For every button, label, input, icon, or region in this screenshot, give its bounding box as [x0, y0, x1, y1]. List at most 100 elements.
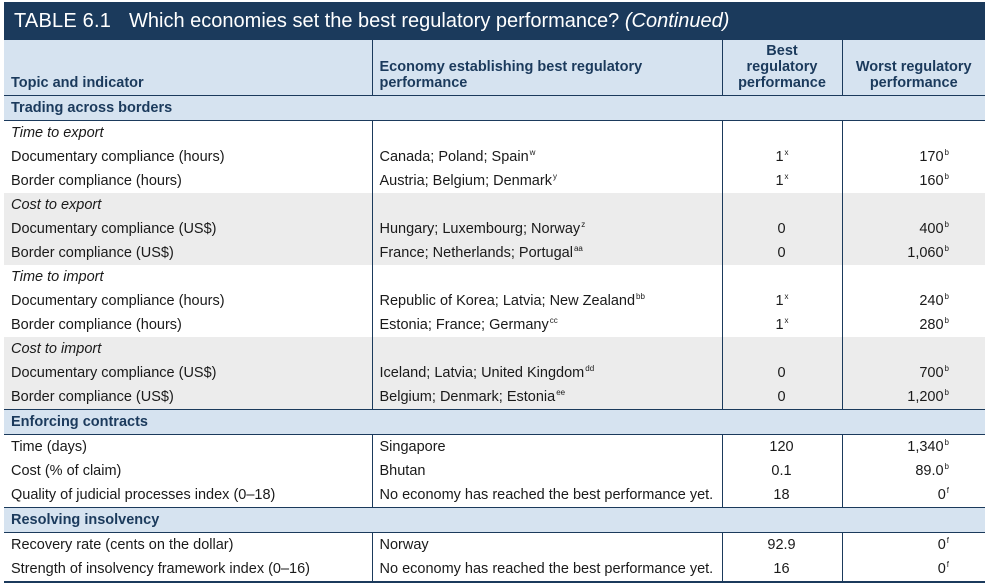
cell-topic-text: Documentary compliance (hours)	[11, 293, 225, 309]
cell-worst: 1,060b	[841, 241, 985, 265]
cell-topic-text: Cost to export	[11, 197, 102, 213]
cell-worst: 0f	[841, 532, 985, 557]
table-row: Cost to export	[4, 193, 985, 217]
cell-worst: 280b	[841, 313, 985, 337]
cell-worst: 700b	[841, 361, 985, 385]
cell-best-text: 92.9	[767, 537, 796, 553]
cell-worst	[841, 337, 985, 361]
footnote-marker: b	[944, 462, 949, 471]
cell-topic-text: Strength of insolvency framework index (…	[11, 561, 311, 577]
cell-economy: Republic of Korea; Latvia; New Zealandbb	[371, 289, 722, 313]
table-row: Documentary compliance (hours) Canada; Po…	[4, 145, 985, 169]
cell-best-text: 0	[777, 221, 786, 237]
table-container: TABLE 6.1 Which economies set the best r…	[4, 2, 985, 584]
cell-best-text: 1	[775, 149, 784, 165]
cell-economy	[371, 337, 722, 361]
table-row: Strength of insolvency framework index (…	[4, 557, 985, 583]
header-worst: Worst regulatory performance	[841, 40, 985, 96]
cell-best-text: 0	[777, 245, 786, 261]
cell-worst: 0f	[841, 557, 985, 583]
cell-worst	[841, 265, 985, 289]
header-topic: Topic and indicator	[4, 40, 372, 96]
cell-topic-text: Recovery rate (cents on the dollar)	[11, 537, 234, 553]
cell-best: 120	[721, 434, 842, 459]
cell-best: 0	[721, 217, 842, 241]
section-row-resolving: Resolving insolvency	[4, 507, 985, 533]
cell-worst	[841, 120, 985, 145]
table-row: Quality of judicial processes index (0–1…	[4, 483, 985, 508]
cell-worst	[841, 193, 985, 217]
footnote-marker: b	[944, 292, 949, 301]
footnote-marker: z	[581, 220, 586, 229]
cell-economy: Canada; Poland; Spainw	[371, 145, 722, 169]
cell-best: 1x	[721, 145, 842, 169]
header-economy: Economy establishing best regulatory per…	[371, 40, 722, 96]
footnote-marker: f	[946, 536, 949, 545]
table-title: Which economies set the best regulatory …	[129, 10, 729, 33]
cell-worst-text: 280	[919, 317, 944, 333]
cell-economy: Bhutan	[371, 459, 722, 483]
footnote-marker: f	[946, 486, 949, 495]
cell-worst-text: 1,200	[907, 389, 944, 405]
cell-economy-text: Estonia; France; Germany	[379, 317, 549, 333]
footnote-marker: x	[784, 316, 789, 325]
cell-best: 18	[721, 483, 842, 508]
cell-worst-text: 0	[937, 537, 946, 553]
cell-best-text: 1	[775, 173, 784, 189]
footnote-marker: w	[529, 148, 536, 157]
footnote-marker: b	[944, 438, 949, 447]
footnote-marker: aa	[573, 244, 583, 253]
cell-economy-text: No economy has reached the best performa…	[379, 561, 714, 577]
footnote-marker: b	[944, 220, 949, 229]
cell-economy	[371, 265, 722, 289]
cell-worst: 0f	[841, 483, 985, 508]
cell-topic: Time to import	[4, 265, 372, 289]
footnote-marker: b	[944, 316, 949, 325]
table-row: Cost to import	[4, 337, 985, 361]
cell-best-text: 16	[773, 561, 790, 577]
cell-economy: Estonia; France; Germanycc	[371, 313, 722, 337]
footnote-marker: x	[784, 172, 789, 181]
cell-worst-text: 89.0	[915, 463, 944, 479]
cell-economy	[371, 193, 722, 217]
cell-worst-text: 400	[919, 221, 944, 237]
footnote-marker: b	[944, 364, 949, 373]
section-row-enforcing: Enforcing contracts	[4, 409, 985, 435]
section-title: Resolving insolvency	[4, 507, 985, 533]
cell-topic: Time (days)	[4, 435, 372, 460]
cell-economy-text: Bhutan	[379, 463, 426, 479]
footnote-marker: b	[944, 148, 949, 157]
cell-economy: Singapore	[371, 434, 722, 459]
cell-best: 16	[721, 557, 842, 583]
footnote-marker: f	[946, 560, 949, 569]
cell-worst-text: 160	[919, 173, 944, 189]
cell-topic-text: Border compliance (hours)	[11, 173, 182, 189]
cell-economy: Hungary; Luxembourg; Norwayz	[371, 217, 722, 241]
section-title: Enforcing contracts	[4, 409, 985, 435]
cell-economy: No economy has reached the best performa…	[371, 557, 722, 583]
cell-best: 0	[721, 385, 842, 410]
cell-worst: 400b	[841, 217, 985, 241]
cell-best-text: 18	[773, 487, 790, 503]
cell-economy: Norway	[371, 532, 722, 557]
cell-economy-text: Republic of Korea; Latvia; New Zealand	[379, 293, 636, 309]
cell-topic: Border compliance (US$)	[4, 241, 372, 265]
cell-economy-text: Norway	[379, 537, 429, 553]
section-title: Trading across borders	[4, 95, 985, 121]
section-row-trading: Trading across borders	[4, 95, 985, 121]
cell-economy-text: Austria; Belgium; Denmark	[379, 173, 552, 189]
cell-economy-text: Belgium; Denmark; Estonia	[379, 389, 556, 405]
cell-topic-text: Time (days)	[11, 439, 87, 455]
cell-best	[721, 120, 842, 145]
cell-best	[721, 337, 842, 361]
cell-topic: Documentary compliance (hours)	[4, 145, 372, 169]
footnote-marker: x	[784, 148, 789, 157]
cell-best: 0.1	[721, 459, 842, 483]
cell-topic-text: Border compliance (US$)	[11, 245, 174, 261]
cell-economy-text: France; Netherlands; Portugal	[379, 245, 573, 261]
regulatory-performance-table: Topic and indicator Economy establishing…	[4, 40, 985, 583]
cell-topic-text: Border compliance (hours)	[11, 317, 182, 333]
cell-best-text: 0	[777, 365, 786, 381]
cell-topic-text: Cost (% of claim)	[11, 463, 122, 479]
table-row: Time to import	[4, 265, 985, 289]
